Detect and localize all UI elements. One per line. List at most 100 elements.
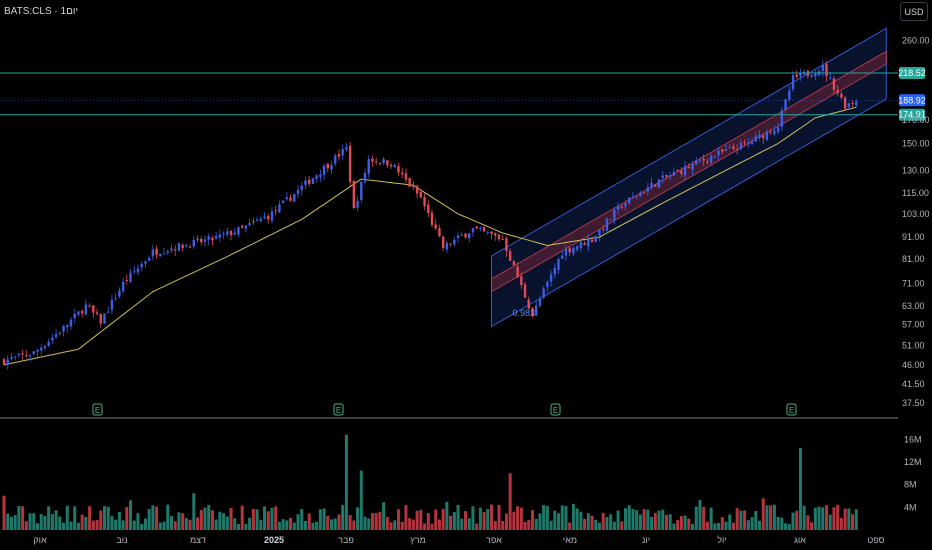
volume-bar — [478, 507, 482, 530]
candle — [427, 204, 430, 214]
candle — [412, 185, 415, 187]
candle — [51, 337, 54, 341]
volume-bar — [348, 515, 352, 530]
currency-button[interactable]: USD — [900, 2, 928, 21]
candle — [579, 241, 583, 249]
volume-bar — [609, 514, 613, 530]
candle — [642, 192, 646, 194]
candle — [784, 99, 787, 110]
candle — [494, 233, 497, 236]
candle — [226, 231, 229, 235]
earnings-marker-icon[interactable] — [333, 403, 344, 416]
date-axis-tick: ספט — [867, 535, 884, 545]
candle — [535, 305, 538, 316]
candle — [471, 228, 475, 233]
candle — [628, 197, 631, 204]
volume-bar — [382, 502, 386, 530]
candle — [118, 290, 121, 297]
volume-bar — [717, 522, 721, 530]
volume-bar — [467, 518, 471, 530]
candle — [683, 165, 687, 176]
candle — [270, 211, 274, 221]
candle — [419, 191, 423, 198]
volume-bar — [322, 508, 326, 530]
volume-bar — [188, 519, 192, 530]
earnings-marker-icon[interactable] — [92, 403, 103, 416]
candle — [698, 160, 702, 162]
volume-bar — [303, 520, 307, 530]
earnings-marker-label: E — [336, 406, 341, 415]
volume-bar — [743, 510, 747, 530]
volume-bar — [527, 519, 531, 530]
candle — [6, 359, 9, 366]
earnings-marker-icon[interactable] — [786, 403, 797, 416]
last-price-label: 188.92 — [898, 95, 926, 105]
volume-bar — [449, 515, 453, 530]
volume-bar — [739, 510, 743, 530]
volume-bar — [460, 518, 464, 530]
candle — [95, 312, 99, 315]
candle — [486, 232, 490, 234]
volume-bar — [784, 523, 788, 530]
volume-bar — [560, 505, 564, 530]
candle — [598, 229, 601, 236]
volume-bar — [583, 518, 587, 530]
volume-bar — [828, 514, 832, 530]
volume-bar — [274, 506, 278, 530]
volume-bar — [705, 521, 709, 530]
candle — [240, 225, 244, 228]
date-axis-tick: אפר — [486, 535, 502, 545]
volume-bar — [330, 519, 334, 530]
candle — [62, 325, 65, 332]
price-axis-tick: 170.00 — [902, 115, 930, 125]
volume-bar — [519, 507, 523, 530]
volume-bar — [370, 513, 374, 530]
candle — [80, 310, 84, 314]
volume-bar — [635, 510, 639, 530]
volume-bar — [389, 522, 393, 530]
candle — [501, 238, 504, 240]
candle — [200, 238, 203, 243]
candle — [832, 78, 836, 90]
candle — [170, 248, 173, 251]
volume-bar — [501, 520, 505, 530]
price-axis-tick: 115.00 — [902, 188, 929, 198]
candle — [758, 134, 761, 139]
candle — [25, 355, 28, 357]
candle — [386, 160, 389, 166]
candle — [58, 332, 62, 334]
price-axis-tick: 46.00 — [902, 360, 925, 370]
candle — [639, 192, 642, 197]
volume-bar — [806, 515, 810, 530]
volume-bar — [545, 506, 549, 530]
candle — [408, 177, 411, 187]
volume-bar — [263, 506, 267, 530]
candle — [527, 299, 530, 309]
volume-bar — [259, 519, 263, 530]
volume-bar — [158, 522, 162, 530]
volume-bar — [441, 508, 445, 530]
candle — [378, 162, 382, 164]
volume-bar — [326, 515, 330, 530]
volume-bar — [166, 504, 170, 530]
volume-bar — [99, 510, 103, 530]
candle — [635, 196, 638, 198]
volume-bar — [683, 515, 687, 530]
volume-bar — [523, 521, 527, 530]
earnings-marker-label: E — [95, 406, 100, 415]
volume-bar — [657, 510, 661, 530]
volume-bar — [676, 520, 680, 530]
volume-bar — [378, 511, 382, 530]
candle — [557, 259, 560, 270]
earnings-marker-icon[interactable] — [550, 403, 561, 416]
volume-bar — [631, 509, 635, 530]
volume-bar — [356, 507, 360, 530]
volume-bar — [504, 513, 508, 530]
candle — [665, 174, 668, 177]
candle — [631, 196, 635, 198]
candle — [572, 247, 575, 254]
volume-bar — [62, 522, 66, 530]
candle — [28, 355, 32, 357]
volume-bar — [534, 518, 538, 530]
